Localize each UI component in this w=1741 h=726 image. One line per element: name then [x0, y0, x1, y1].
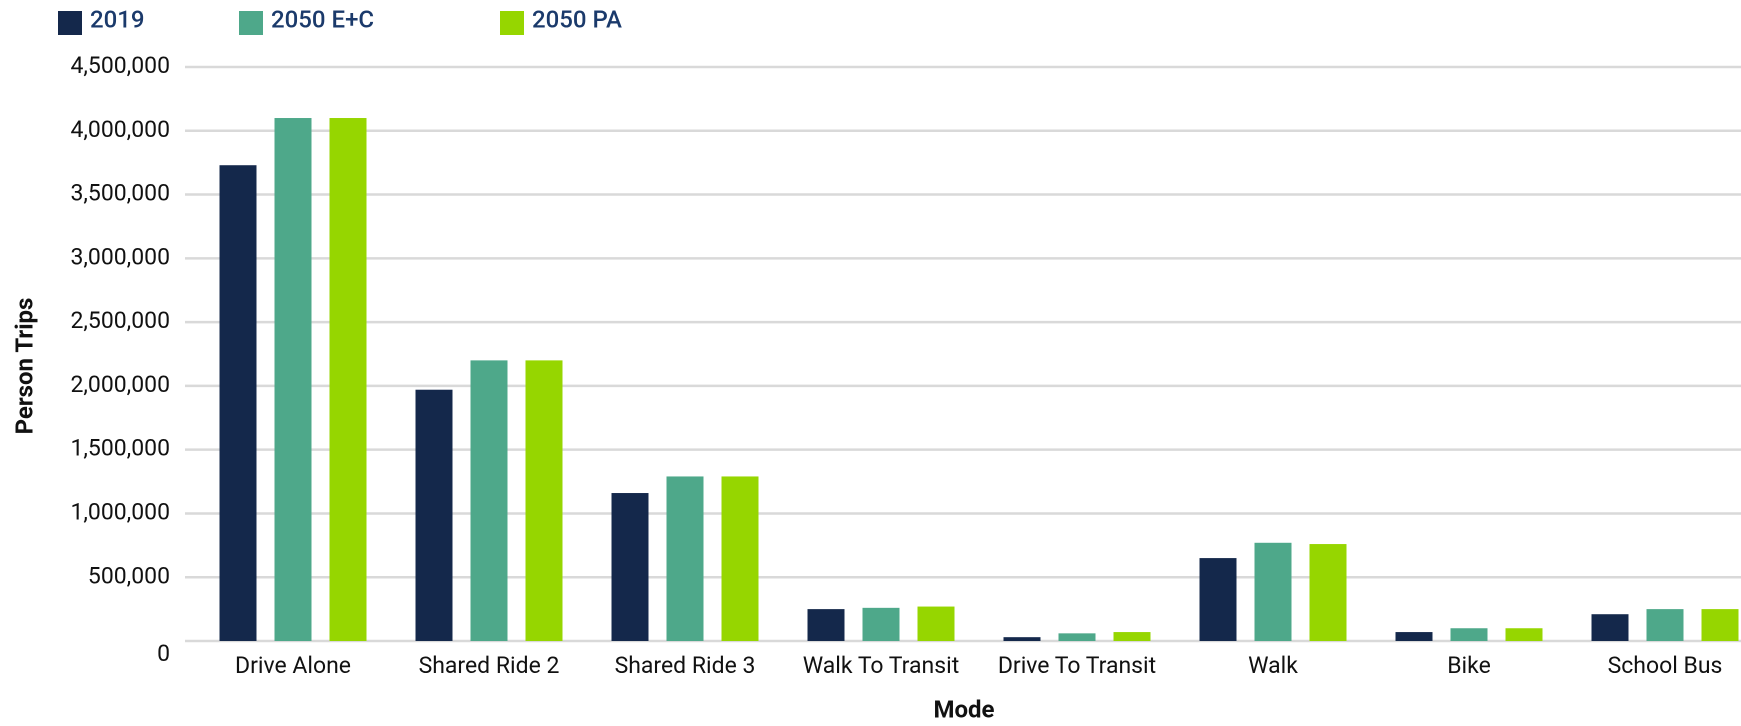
legend-swatch — [58, 11, 82, 35]
bar — [917, 606, 955, 641]
bar — [862, 607, 900, 641]
bar — [1309, 544, 1347, 641]
x-tick-label: Drive Alone — [235, 652, 351, 679]
y-tick-label: 1,000,000 — [70, 499, 170, 526]
bar — [274, 118, 312, 642]
bar — [525, 360, 563, 641]
bar — [721, 476, 759, 641]
bar — [1450, 628, 1488, 641]
legend-label: 2050 PA — [532, 5, 622, 33]
y-tick-label: 4,500,000 — [70, 52, 170, 79]
x-tick-label: Bike — [1447, 652, 1491, 679]
x-tick-label: Shared Ride 2 — [419, 652, 560, 679]
y-tick-label: 1,500,000 — [70, 435, 170, 462]
bar — [1505, 628, 1543, 641]
x-tick-label: Walk — [1248, 652, 1298, 679]
bar — [1254, 542, 1292, 641]
bar — [1591, 614, 1629, 641]
bar — [1199, 558, 1237, 641]
y-tick-label: 0 — [157, 640, 170, 667]
bar — [611, 493, 649, 641]
y-tick-label: 3,000,000 — [70, 243, 170, 270]
legend-label: 2019 — [90, 5, 145, 33]
legend-swatch — [500, 11, 524, 35]
x-tick-label: Walk To Transit — [803, 652, 959, 679]
y-tick-label: 2,500,000 — [70, 307, 170, 334]
bar — [329, 118, 367, 642]
x-tick-label: Drive To Transit — [998, 652, 1156, 679]
legend-label: 2050 E+C — [271, 5, 374, 33]
bar — [1395, 632, 1433, 641]
bar — [415, 389, 453, 641]
y-tick-label: 2,000,000 — [70, 371, 170, 398]
bar — [219, 165, 257, 641]
bar — [807, 609, 845, 641]
y-axis-title: Person Trips — [10, 298, 38, 435]
bar — [1113, 632, 1151, 641]
bar — [1701, 609, 1739, 641]
x-axis-title: Mode — [933, 695, 994, 723]
legend-swatch — [239, 11, 263, 35]
bar — [1646, 609, 1684, 641]
x-tick-label: Shared Ride 3 — [615, 652, 756, 679]
y-tick-label: 500,000 — [88, 562, 170, 589]
bar — [1003, 637, 1041, 641]
x-tick-label: School Bus — [1608, 652, 1723, 679]
bar — [1058, 633, 1096, 641]
y-tick-label: 4,000,000 — [70, 116, 170, 143]
bar — [470, 360, 508, 641]
y-tick-label: 3,500,000 — [70, 180, 170, 207]
bar — [666, 476, 704, 641]
